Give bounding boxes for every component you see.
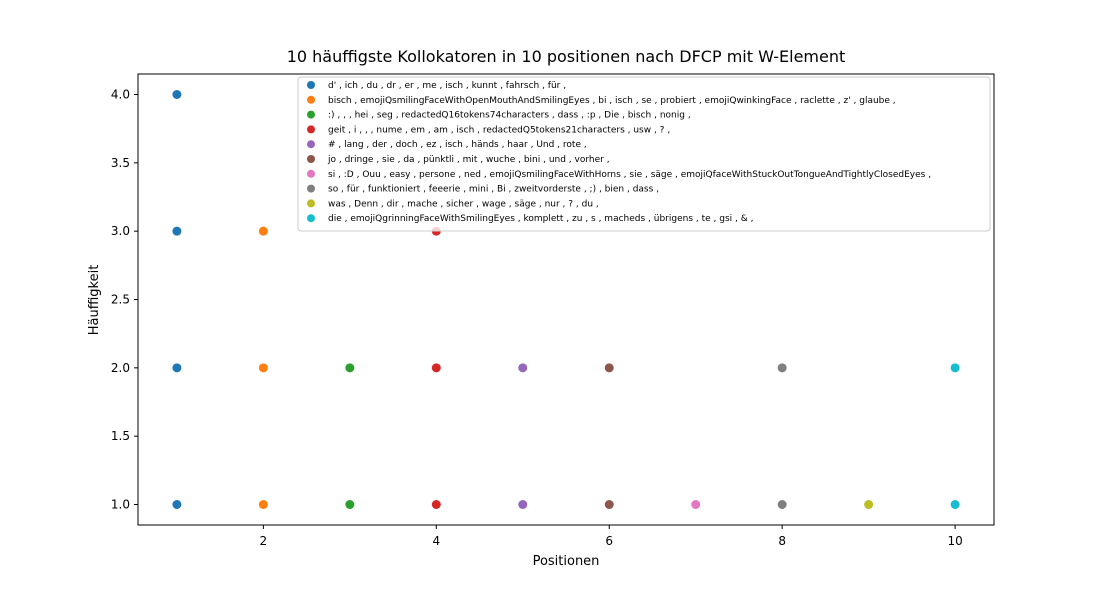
x-tick-label: 4 bbox=[432, 534, 440, 548]
data-point-series-6 bbox=[604, 363, 614, 373]
data-point-series-1 bbox=[172, 226, 182, 236]
legend-marker bbox=[307, 140, 315, 149]
y-tick-label: 3.5 bbox=[111, 156, 130, 170]
data-point-series-7 bbox=[691, 500, 701, 509]
data-point-series-2 bbox=[258, 226, 268, 236]
y-tick-label: 2.0 bbox=[111, 361, 130, 375]
data-point-series-8 bbox=[777, 363, 787, 373]
x-axis-ticks: 2 4 6 8 10 bbox=[260, 525, 963, 548]
data-point-series-5 bbox=[518, 500, 528, 509]
y-axis-ticks: 1.0 1.5 2.0 2.5 3.0 3.5 4.0 bbox=[111, 88, 138, 512]
legend-entry-label: die , emojiQgrinningFaceWithSmilingEyes … bbox=[328, 214, 753, 224]
y-tick-label: 1.0 bbox=[111, 498, 130, 512]
y-axis-label: Häuffigkeit bbox=[87, 265, 102, 336]
legend-marker bbox=[307, 125, 315, 134]
data-point-series-2 bbox=[258, 363, 268, 373]
legend-box bbox=[297, 76, 991, 232]
data-point-series-1 bbox=[172, 363, 182, 373]
legend-entry-label: si , :D , Ouu , easy , persone , ned , e… bbox=[328, 170, 931, 180]
legend-entry-label: :) , , , hei , seg , redactedQ16tokens74… bbox=[328, 111, 691, 121]
legend-marker bbox=[307, 199, 315, 208]
legend-entry-label: so , für , funktioniert , feeerie , mini… bbox=[328, 185, 659, 195]
x-tick-label: 2 bbox=[260, 534, 268, 548]
legend-marker bbox=[307, 95, 315, 104]
x-tick-label: 8 bbox=[778, 534, 786, 548]
data-point-series-4 bbox=[431, 363, 441, 373]
legend-marker bbox=[307, 184, 315, 193]
y-tick-label: 3.0 bbox=[111, 224, 130, 238]
y-tick-label: 1.5 bbox=[111, 429, 130, 443]
data-point-series-8 bbox=[777, 500, 787, 509]
data-point-series-9 bbox=[864, 500, 874, 509]
data-point-series-3 bbox=[345, 363, 355, 373]
chart-title: 10 häuffigste Kollokatoren in 10 positio… bbox=[287, 47, 846, 66]
data-point-series-10 bbox=[950, 500, 960, 509]
data-point-series-6 bbox=[604, 500, 614, 509]
y-tick-label: 2.5 bbox=[111, 293, 130, 307]
legend-entry-label: was , Denn , dir , mache , sicher , wage… bbox=[328, 199, 599, 209]
data-point-series-2 bbox=[258, 500, 268, 509]
legend-entry-label: geit , i , , , nume , em , am , isch , r… bbox=[328, 125, 670, 135]
data-point-series-1 bbox=[172, 90, 182, 99]
data-point-series-1 bbox=[172, 500, 182, 509]
legend: d' , ich , du , dr , er , me , isch , ku… bbox=[297, 76, 991, 232]
x-tick-label: 10 bbox=[947, 534, 962, 548]
x-axis-label: Positionen bbox=[533, 554, 600, 569]
legend-entry-label: # , lang , der , doch , ez , isch , händ… bbox=[328, 140, 587, 150]
data-point-series-3 bbox=[345, 500, 355, 509]
legend-marker bbox=[307, 169, 315, 178]
data-points bbox=[172, 90, 960, 509]
y-tick-label: 4.0 bbox=[111, 88, 130, 102]
data-point-series-5 bbox=[518, 363, 528, 373]
legend-marker bbox=[307, 214, 315, 223]
legend-entry-label: d' , ich , du , dr , er , me , isch , ku… bbox=[328, 81, 566, 91]
data-point-series-4 bbox=[431, 500, 441, 509]
x-tick-label: 6 bbox=[605, 534, 613, 548]
legend-entry-label: jo , dringe , sie , da , pünktli , mit ,… bbox=[327, 155, 610, 165]
legend-marker bbox=[307, 110, 315, 119]
legend-marker bbox=[307, 81, 315, 89]
legend-entry-label: bisch , emojiQsmilingFaceWithOpenMouthAn… bbox=[328, 96, 896, 106]
legend-marker bbox=[307, 155, 315, 163]
data-point-series-10 bbox=[950, 363, 960, 373]
